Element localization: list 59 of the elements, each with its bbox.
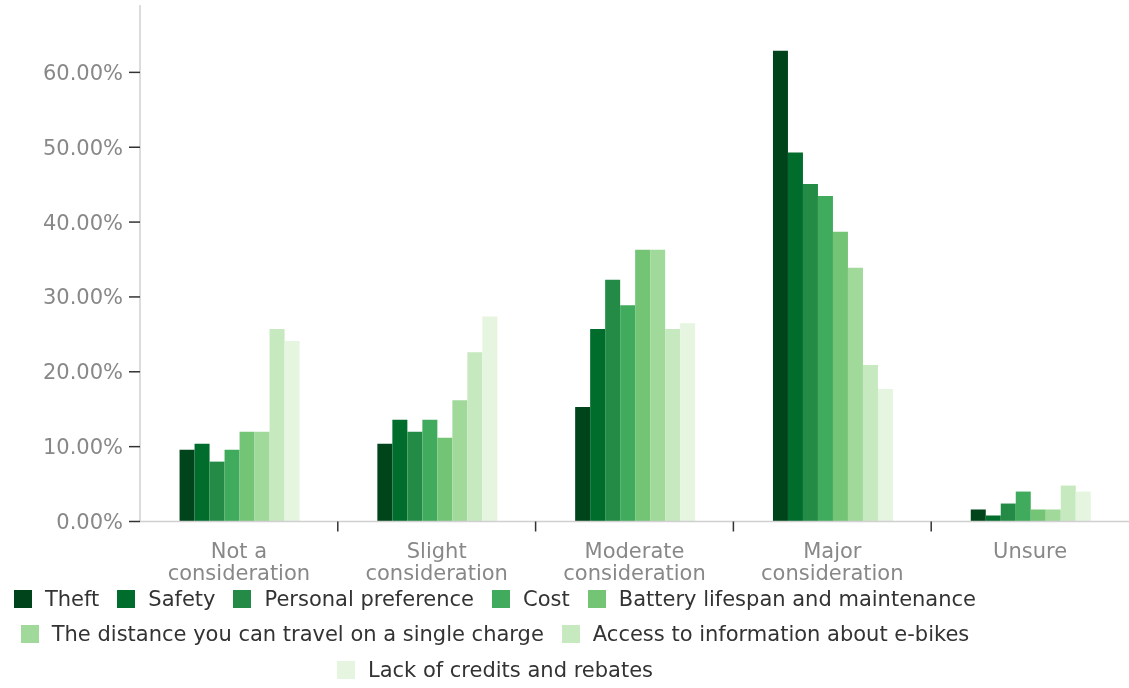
bar [605, 279, 621, 522]
bar [620, 305, 636, 522]
x-tick-label: Major consideration [761, 538, 904, 585]
bar [832, 231, 848, 522]
legend-label: Lack of credits and rebates [367, 657, 654, 682]
bar [482, 316, 498, 522]
bar [847, 267, 863, 522]
bar [877, 389, 893, 522]
x-tick-label: Slight consideration [365, 538, 508, 585]
bar [179, 449, 195, 522]
y-tick-label: 50.00% [42, 135, 123, 160]
bar [284, 341, 300, 522]
bar [452, 400, 468, 522]
bar [437, 437, 453, 522]
bar [772, 50, 788, 522]
bar [787, 152, 803, 522]
bar [1045, 509, 1061, 522]
bar [970, 509, 986, 522]
bar [209, 461, 225, 522]
y-tick-label: 10.00% [42, 435, 123, 460]
bar [269, 329, 285, 522]
bar [467, 352, 483, 522]
y-tick-label: 40.00% [42, 210, 123, 235]
bar [575, 406, 591, 522]
legend-label: The distance you can travel on a single charge [51, 622, 544, 646]
legend-label: Personal preference [264, 586, 475, 611]
bar [224, 449, 240, 522]
bar [254, 431, 270, 522]
bar [817, 195, 833, 522]
bar [1030, 509, 1046, 522]
y-tick-label: 30.00% [42, 285, 123, 310]
y-tick-label: 0.00% [56, 509, 123, 534]
bar [665, 329, 681, 522]
bar [422, 419, 438, 522]
bar [590, 329, 606, 522]
bar [635, 249, 651, 522]
bar [194, 443, 210, 522]
legend-label: Theft [44, 586, 100, 611]
x-tick-label: Not a consideration [167, 538, 311, 585]
bar [1075, 491, 1091, 522]
x-tick-label: Unsure [993, 538, 1068, 563]
bar [680, 323, 696, 522]
legend-label: Cost [523, 586, 570, 611]
bar [862, 365, 878, 522]
bar [239, 431, 255, 522]
bar [407, 431, 423, 522]
legend-label: Safety [148, 586, 216, 611]
bar [377, 443, 393, 522]
bar [1000, 503, 1016, 522]
y-tick-label: 20.00% [42, 360, 123, 385]
bar [650, 249, 666, 522]
y-tick-label: 60.00% [42, 60, 123, 85]
legend-label: Access to information about e-bikes [592, 622, 970, 646]
x-tick-label: Moderate consideration [563, 538, 706, 585]
legend-label: Battery lifespan and maintenance [618, 586, 977, 611]
bar [802, 183, 818, 522]
bar [1015, 491, 1031, 522]
bar [1060, 485, 1076, 522]
bar [392, 419, 408, 522]
